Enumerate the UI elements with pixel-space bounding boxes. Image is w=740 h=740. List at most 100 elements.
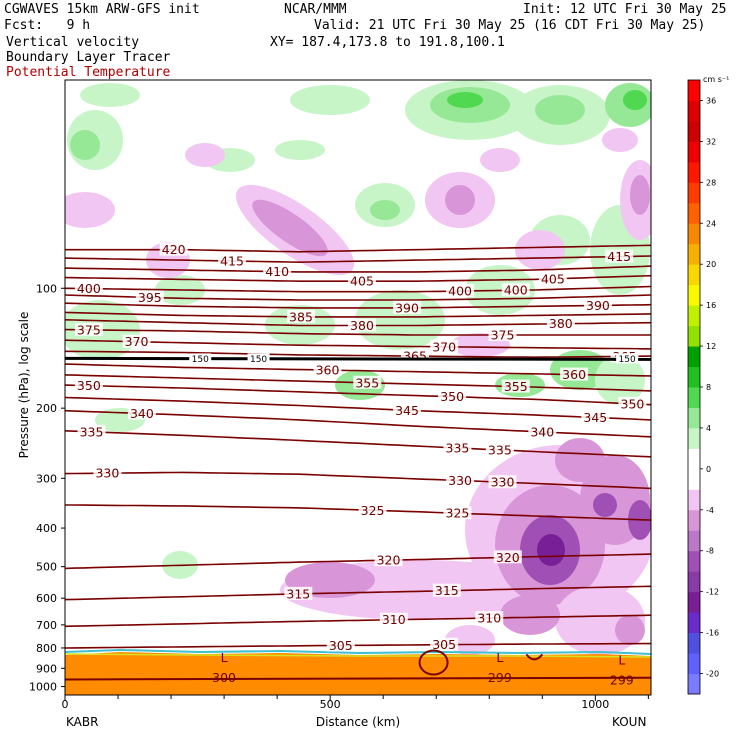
colorbar-swatch (688, 427, 700, 449)
isentrope-label-340: 340 (130, 406, 154, 421)
colorbar-swatch (688, 448, 700, 470)
isentrope-label-bg (501, 283, 530, 297)
isentrope-label-bg (74, 322, 103, 336)
tropopause-label-bg (247, 353, 270, 364)
y-tick-label: 500 (36, 561, 57, 574)
colorbar-swatch (688, 366, 700, 388)
colorbar-tick-label: 20 (706, 260, 716, 269)
isentrope-305 (65, 642, 651, 649)
colorbar-swatch (688, 182, 700, 204)
isentrope-label-bg (501, 379, 530, 393)
tropopause-isobar (64, 356, 652, 361)
isentrope-label-345: 345 (583, 410, 607, 425)
isentrope-375 (65, 328, 651, 336)
isentrope-label-bg (488, 475, 517, 489)
isentrope-label-330: 330 (491, 475, 515, 490)
isentrope-label-415: 415 (220, 254, 244, 269)
isentrope-label-360: 360 (562, 367, 586, 382)
colorbar-unit: cm s⁻¹ (703, 75, 729, 84)
isentrope-415 (65, 255, 651, 264)
colorbar-swatch (688, 100, 700, 122)
isentrope-label-bg (393, 403, 422, 417)
isentrope-385 (65, 311, 651, 318)
isentrope-label-390: 390 (586, 298, 610, 313)
y-tick-label: 1000 (29, 681, 57, 694)
colorbar-swatch (688, 632, 700, 654)
isentrope-label-415: 415 (607, 249, 631, 264)
isentrope-label-335: 335 (80, 424, 104, 439)
isentrope-310 (65, 614, 651, 628)
isentrope-label-bg (358, 503, 387, 517)
isentrope-label-bg (326, 638, 355, 652)
colorbar-tick-label: -8 (706, 547, 714, 556)
y-tick-label: 200 (36, 402, 57, 415)
colorbar: 36 32 28 24 20 16 12 8 4 0 -4 -8 -12 -16 -20 (687, 79, 719, 695)
colorbar-tick-label: -16 (706, 629, 719, 638)
isentrope-label-370: 370 (125, 334, 149, 349)
isentrope-label-370: 370 (432, 339, 456, 354)
colorbar-tick-label: 32 (706, 137, 716, 146)
tropopause-label: 150 (250, 355, 267, 365)
isentrope-label-310: 310 (382, 612, 406, 627)
isentrope-label-400: 400 (504, 283, 528, 298)
isentrope-labels: 420 415 415 410 405 405 400 400 400 395 390 390 385 3… (74, 242, 647, 653)
colorbar-swatch (688, 550, 700, 572)
isentrope-label-400: 400 (448, 284, 472, 299)
y-tick-label: 900 (36, 662, 57, 675)
y-axis: 100 200 300 400 500 600 700 800 900 1000 (29, 282, 65, 694)
colorbar-swatch (688, 489, 700, 511)
isentrope-label-bg (432, 583, 461, 597)
colorbar-swatch (688, 407, 700, 429)
isentrope-335 (65, 430, 651, 458)
field-potential-temperature: Potential Temperature (6, 65, 171, 80)
forecast-hour: Fcst: 9 h (4, 18, 91, 33)
closed-isentrope (418, 649, 449, 676)
colorbar-swatch (688, 325, 700, 347)
colorbar-swatch (688, 120, 700, 142)
colorbar-swatch (688, 243, 700, 265)
isentrope-label-bg (353, 375, 382, 389)
isentrope-label-bg (446, 284, 475, 298)
colorbar-swatch (688, 530, 700, 552)
org-label: NCAR/MMM (284, 2, 347, 17)
isentrope-label-bg (347, 318, 376, 332)
colorbar-swatch (688, 264, 700, 286)
isentrope-label-355: 355 (504, 379, 528, 394)
isentrope-label-bg (528, 424, 557, 438)
isentrope-label-bg (443, 506, 472, 520)
y-tick-label: 300 (36, 472, 57, 485)
isentrope-label-bg (430, 339, 459, 353)
closed-isentrope (525, 653, 544, 661)
isentrope-label-320: 320 (496, 550, 520, 565)
isentrope-label-bg (74, 378, 103, 392)
isentrope-label-395: 395 (138, 290, 162, 305)
x-tick-label: 0 (62, 698, 69, 711)
isentrope-label-bg (485, 442, 514, 456)
isentrope-label-330: 330 (448, 473, 472, 488)
isentrope-label-380: 380 (350, 318, 374, 333)
isentrope-label-bg (374, 553, 403, 567)
isentrope-label-bg (393, 300, 422, 314)
model-title: CGWAVES 15km ARW-GFS init (4, 2, 200, 17)
tropopause-line: 150 150 150 (64, 353, 652, 365)
tropopause-label-bg (616, 353, 639, 364)
isentrope-label-365: 365 (403, 349, 427, 364)
isentrope-label-380: 380 (549, 316, 573, 331)
colorbar-swatch (688, 80, 700, 101)
xy-coordinates: XY= 187.4,173.8 to 191.8,100.1 (270, 35, 505, 50)
isentrope-label-bg (583, 298, 612, 312)
colorbar-swatch (688, 202, 700, 224)
tropopause-label: 150 (192, 355, 209, 365)
isentrope-label-bg (347, 274, 376, 288)
y-axis-title: Pressure (hPa), log scale (17, 312, 31, 459)
isentrope-label-bg (313, 363, 342, 377)
isentrope-label-bg (379, 612, 408, 626)
isentrope-330 (65, 471, 651, 490)
colorbar-tick-label: 12 (706, 342, 716, 351)
isentrope-label-bg (159, 242, 188, 256)
surface-low-marker: L (221, 650, 228, 665)
isentrope-label-bg (93, 466, 122, 480)
isentrope-350 (65, 384, 651, 406)
colorbar-tick-label: 16 (706, 301, 716, 310)
isentrope-label-bg (122, 334, 151, 348)
